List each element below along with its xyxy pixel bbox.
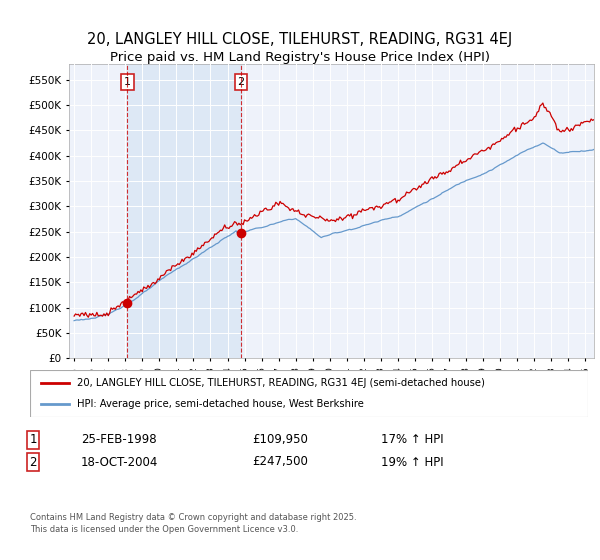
Bar [127, 64, 241, 358]
Text: 17% ↑ HPI: 17% ↑ HPI [381, 433, 443, 446]
FancyBboxPatch shape [30, 370, 588, 417]
Text: 25-FEB-1998: 25-FEB-1998 [81, 433, 157, 446]
Text: HPI: Average price, semi-detached house, West Berkshire: HPI: Average price, semi-detached house,… [77, 399, 364, 409]
Text: 2: 2 [238, 77, 245, 87]
Text: 18-OCT-2004: 18-OCT-2004 [81, 455, 158, 469]
Text: £109,950: £109,950 [252, 433, 308, 446]
Text: £247,500: £247,500 [252, 455, 308, 469]
Text: Contains HM Land Registry data © Crown copyright and database right 2025.
This d: Contains HM Land Registry data © Crown c… [30, 513, 356, 534]
Text: 19% ↑ HPI: 19% ↑ HPI [381, 455, 443, 469]
Text: 2: 2 [29, 455, 37, 469]
Text: 20, LANGLEY HILL CLOSE, TILEHURST, READING, RG31 4EJ (semi-detached house): 20, LANGLEY HILL CLOSE, TILEHURST, READI… [77, 378, 485, 388]
Text: 1: 1 [124, 77, 131, 87]
Text: Price paid vs. HM Land Registry's House Price Index (HPI): Price paid vs. HM Land Registry's House … [110, 51, 490, 64]
Text: 1: 1 [29, 433, 37, 446]
Text: 20, LANGLEY HILL CLOSE, TILEHURST, READING, RG31 4EJ: 20, LANGLEY HILL CLOSE, TILEHURST, READI… [88, 32, 512, 46]
